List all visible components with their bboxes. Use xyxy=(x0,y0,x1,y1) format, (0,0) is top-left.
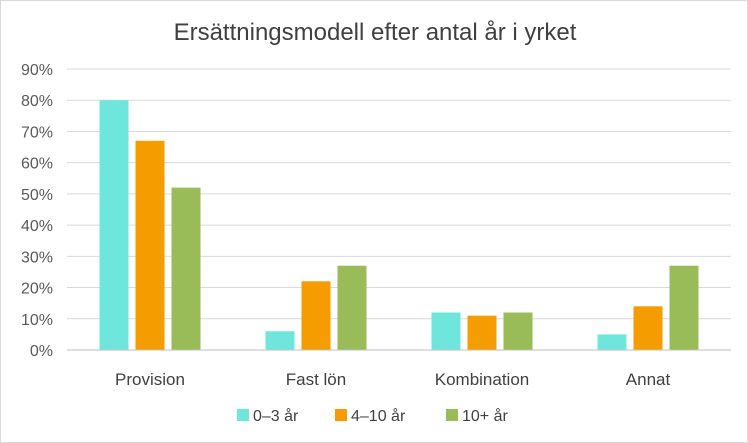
legend: 0–3 år 4–10 år 10+ år xyxy=(237,407,508,425)
category-label: Fast lön xyxy=(286,370,346,389)
bars xyxy=(99,100,699,350)
y-tick-label: 50% xyxy=(21,187,53,204)
category-label: Annat xyxy=(626,370,671,389)
bar xyxy=(597,334,627,350)
bar xyxy=(337,265,367,350)
bar xyxy=(171,187,201,350)
category-label: Kombination xyxy=(435,370,530,389)
bar xyxy=(301,281,331,350)
y-tick-label: 60% xyxy=(21,156,53,173)
category-label: Provision xyxy=(115,370,185,389)
bar xyxy=(99,100,129,350)
legend-swatch xyxy=(237,409,249,421)
y-axis-ticks: 0% 10% 20% 30% 40% 50% 60% 70% 80% 90% xyxy=(21,62,53,360)
bar xyxy=(669,265,699,350)
x-axis-categories: Provision Fast lön Kombination Annat xyxy=(115,370,670,389)
bar xyxy=(265,331,295,350)
legend-swatch xyxy=(446,409,458,421)
legend-label: 10+ år xyxy=(462,407,508,425)
legend-label: 4–10 år xyxy=(351,407,406,425)
grid-lines xyxy=(67,68,731,320)
legend-swatch xyxy=(335,409,347,421)
y-tick-label: 30% xyxy=(21,249,53,266)
y-tick-label: 10% xyxy=(21,312,53,329)
legend-label: 0–3 år xyxy=(253,407,299,425)
y-tick-label: 20% xyxy=(21,281,53,298)
bar xyxy=(467,315,497,350)
bar xyxy=(135,140,165,350)
chart-title: Ersättningsmodell efter antal år i yrket xyxy=(174,19,577,46)
bar xyxy=(503,312,533,350)
bar xyxy=(431,312,461,350)
y-tick-label: 90% xyxy=(21,62,53,79)
y-tick-label: 0% xyxy=(30,343,53,360)
y-tick-label: 40% xyxy=(21,218,53,235)
y-tick-label: 80% xyxy=(21,93,53,110)
y-tick-label: 70% xyxy=(21,124,53,141)
bar xyxy=(633,306,663,350)
